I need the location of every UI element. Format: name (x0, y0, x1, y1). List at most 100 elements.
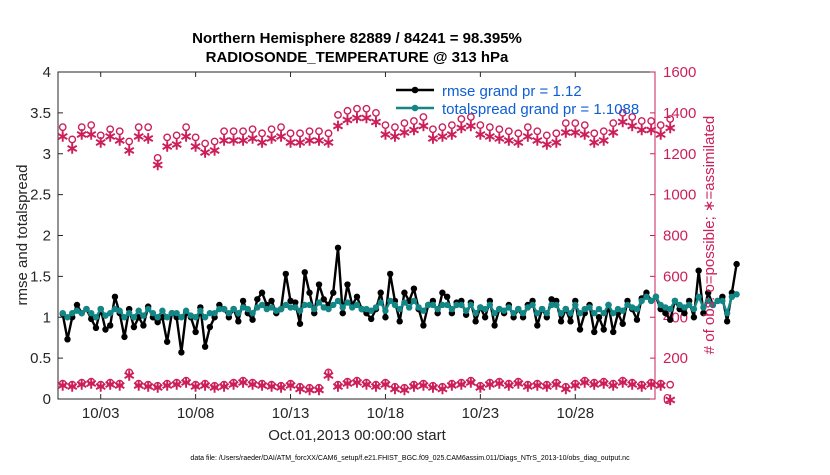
series-point (562, 305, 569, 313)
obs-assimilated-point: ∗ (502, 378, 515, 395)
series-point (282, 270, 289, 278)
obs-assimilated-point: ∗ (265, 379, 278, 396)
obs-possible-point (229, 378, 238, 387)
obs-assimilated-point: ∗ (132, 378, 145, 395)
series-point (543, 309, 550, 317)
obs-assimilated-point: ∗ (122, 143, 135, 160)
series-point (572, 301, 579, 309)
obs-assimilated-point: ∗ (521, 128, 534, 145)
series-point (64, 336, 71, 343)
series-point (481, 314, 489, 321)
obs-possible-point (353, 376, 361, 385)
obs-assimilated-point: ∗ (550, 377, 563, 394)
series-point (671, 297, 679, 305)
series-point (330, 301, 337, 309)
series-point (315, 299, 323, 306)
obs-possible-point (210, 137, 219, 146)
y-left-tick-label: 2 (43, 228, 51, 245)
series-point (353, 301, 361, 309)
series-point (268, 304, 275, 311)
obs-possible-point (419, 379, 428, 388)
obs-possible-point (599, 377, 608, 386)
obs-assimilated-point: ∗ (198, 145, 211, 162)
series-point (453, 301, 460, 309)
obs-possible-point (286, 129, 295, 138)
obs-possible-point (381, 121, 390, 130)
obs-possible-point (476, 381, 485, 390)
x-tick-label: 10/13 (272, 405, 310, 422)
obs-assimilated-point: ∗ (521, 379, 534, 396)
obs-assimilated-point: ∗ (645, 377, 658, 394)
obs-possible-point (267, 380, 276, 389)
obs-possible-point (410, 117, 418, 125)
obs-possible-point (296, 382, 304, 391)
series-point (595, 314, 603, 321)
obs-assimilated-point: ∗ (464, 375, 477, 392)
obs-possible-point (438, 382, 447, 391)
series-point (420, 322, 427, 329)
chart-title-line2: RADIOSONDE_TEMPERATURE @ 313 hPa (206, 49, 509, 66)
obs-possible-point (106, 378, 115, 387)
obs-assimilated-point: ∗ (597, 376, 610, 393)
series-point (633, 316, 641, 323)
obs-assimilated-point: ∗ (426, 380, 439, 397)
obs-possible-point (618, 376, 627, 385)
obs-assimilated-point: ∗ (312, 132, 325, 149)
series-point (633, 305, 641, 313)
obs-assimilated-point: ∗ (474, 380, 487, 397)
series-point (192, 314, 199, 321)
obs-assimilated-point: ∗ (141, 130, 154, 147)
obs-assimilated-point: ∗ (360, 110, 373, 127)
series-point (244, 305, 252, 313)
series-point (377, 299, 384, 306)
obs-assimilated-point: ∗ (322, 134, 335, 151)
series-point (178, 349, 185, 356)
series-point (182, 307, 190, 314)
y-left-tick-label: 3 (43, 146, 51, 163)
series-point (258, 289, 266, 296)
obs-possible-point (172, 378, 181, 387)
y-right-tick-label: 1400 (663, 105, 696, 122)
obs-assimilated-point: ∗ (588, 134, 601, 151)
obs-assimilated-point: ∗ (369, 114, 382, 131)
obs-assimilated-point: ∗ (483, 377, 496, 394)
obs-possible-point (542, 131, 551, 140)
obs-assimilated-point: ∗ (445, 126, 458, 143)
series-point (410, 297, 418, 305)
series-point (382, 314, 389, 321)
obs-assimilated-point: ∗ (663, 392, 676, 409)
obs-possible-point (362, 104, 371, 113)
series-point (220, 305, 228, 313)
series-point (719, 297, 726, 305)
series-point (681, 309, 688, 317)
obs-assimilated-point: ∗ (56, 128, 69, 145)
obs-assimilated-point: ∗ (379, 377, 392, 394)
series-point (605, 301, 612, 309)
obs-possible-point (58, 123, 67, 132)
series-point (201, 314, 209, 321)
series-point (306, 289, 313, 296)
series-point (73, 301, 81, 309)
series-point (714, 297, 721, 305)
series-point (178, 314, 185, 321)
obs-assimilated-point: ∗ (407, 379, 420, 396)
series-point (249, 309, 256, 317)
obs-assimilated-point: ∗ (493, 376, 506, 393)
obs-assimilated-point: ∗ (663, 120, 676, 137)
series-point (254, 304, 261, 311)
series-point (339, 304, 346, 311)
series-point (704, 297, 712, 305)
obs-possible-point (447, 121, 456, 130)
obs-possible-point (172, 131, 181, 140)
y-left-tick-label: 0 (43, 391, 51, 408)
obs-assimilated-point: ∗ (369, 379, 382, 396)
obs-possible-point (58, 379, 67, 388)
legend-rmse: rmse grand pr = 1.12 (442, 83, 582, 100)
series-point (429, 301, 437, 309)
series-point (382, 307, 389, 314)
obs-assimilated-point: ∗ (502, 132, 515, 149)
series-point (163, 338, 171, 345)
series-point (235, 309, 242, 317)
series-point (102, 312, 109, 319)
y-right-tick-label: 1000 (663, 187, 696, 204)
